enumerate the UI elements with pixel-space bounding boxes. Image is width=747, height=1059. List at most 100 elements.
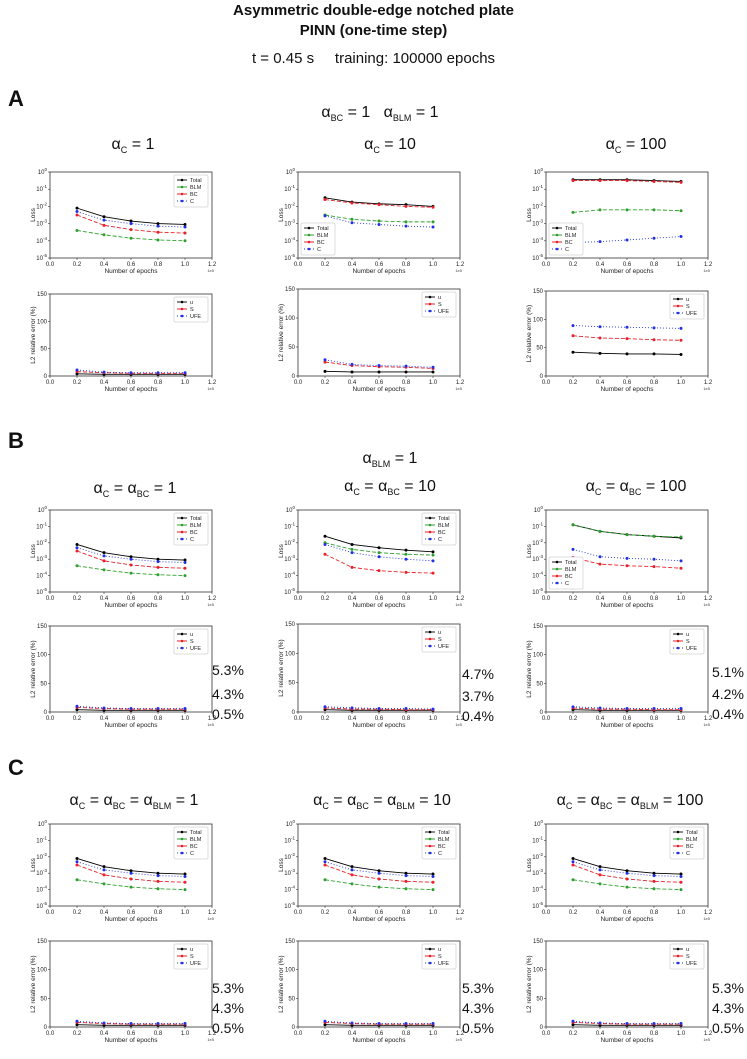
legend-box (300, 222, 336, 256)
legend-label: BC (438, 530, 446, 536)
x-tick-label: 0.4 (100, 380, 109, 386)
x-exponent: 1e5 (455, 916, 462, 921)
x-exponent: 1e5 (455, 386, 462, 391)
data-point-c (350, 868, 354, 872)
y-tick-label: 50 (536, 681, 543, 687)
y-tick-label: 10-3 (36, 219, 47, 228)
x-exponent: 1e5 (703, 602, 710, 607)
x-tick-label: 0.4 (596, 716, 605, 722)
legend-marker-blm (180, 185, 184, 189)
data-point-bc (156, 230, 160, 234)
x-tick-label: 0.2 (321, 716, 330, 722)
x-tick-label: 0.6 (375, 380, 384, 386)
data-point-bc (652, 879, 656, 883)
data-point-c (183, 560, 187, 564)
x-tick-label: 1.2 (208, 262, 217, 268)
x-tick-label: 1.2 (704, 262, 713, 268)
series-line-c (76, 547, 186, 563)
data-point-c (431, 225, 435, 229)
y-tick-label: 100 (286, 505, 296, 514)
y-tick-label: 10-1 (532, 521, 543, 530)
x-tick-label: 0.2 (73, 262, 82, 268)
section-label-c: C (8, 755, 24, 780)
data-point-blm (571, 523, 575, 527)
x-tick-label: 0.2 (569, 380, 578, 386)
x-exponent: 1e5 (207, 722, 214, 727)
data-point-blm (431, 888, 435, 892)
legend-label: C (190, 199, 194, 205)
data-point-c (102, 554, 106, 558)
y-tick-label: 100 (37, 319, 48, 325)
data-point-ufe (129, 1022, 133, 1026)
x-tick-label: 0.2 (569, 910, 578, 916)
x-tick-label: 0.2 (73, 1031, 82, 1037)
x-tick-label: 0.4 (596, 1031, 605, 1037)
x-tick-label: 0.0 (294, 1031, 303, 1037)
y-axis-label: L2 relative error (%) (526, 640, 533, 697)
data-point-bc (679, 880, 683, 884)
y-tick-label: 10-4 (532, 236, 543, 245)
b1-error-u: 5.3% (212, 662, 244, 678)
c1-error-ufe: 0.5% (212, 1020, 244, 1036)
data-point-c (571, 547, 575, 551)
legend-label: C (317, 247, 321, 253)
y-tick-label: 10-1 (284, 184, 295, 193)
legend-marker-s (676, 954, 680, 958)
legend-marker-c (676, 851, 680, 855)
data-point-ufe (625, 707, 629, 711)
legend-marker-u (180, 300, 184, 304)
data-point-ufe (156, 371, 160, 375)
x-tick-label: 0.0 (294, 262, 303, 268)
x-tick-label: 0.8 (650, 596, 659, 602)
x-axis-label: Number of epochs (352, 916, 406, 923)
y-tick-label: 100 (285, 316, 296, 322)
y-tick-label: 0 (540, 710, 544, 716)
data-point-blm (75, 228, 79, 232)
legend-label: u (190, 632, 193, 638)
x-tick-label: 1.2 (456, 716, 465, 722)
data-point-total (102, 865, 106, 869)
data-point-bc (598, 179, 602, 183)
x-tick-label: 1.2 (208, 596, 217, 602)
data-point-ufe (431, 707, 435, 711)
c2-error-s: 4.3% (462, 1000, 494, 1016)
data-point-ufe (323, 358, 327, 362)
legend-marker-c (428, 851, 432, 855)
legend-marker-bc (307, 240, 311, 244)
legend-label: BLM (190, 185, 202, 191)
data-point-u (571, 1023, 575, 1027)
data-point-total (679, 872, 683, 876)
data-point-bc (75, 213, 79, 217)
legend-label: S (190, 954, 194, 960)
y-tick-label: 0 (292, 710, 296, 716)
x-exponent: 1e5 (207, 1037, 214, 1042)
data-point-blm (377, 885, 381, 889)
x-tick-label: 0.0 (542, 262, 551, 268)
legend-marker-total (180, 516, 184, 520)
y-tick-label: 50 (288, 681, 295, 687)
legend-label: BLM (565, 233, 577, 239)
legend-label: C (686, 851, 690, 857)
data-point-ufe (625, 1022, 629, 1026)
x-tick-label: 0.4 (596, 380, 605, 386)
y-tick-label: 10-2 (36, 201, 47, 210)
x-tick-label: 1.0 (429, 1031, 438, 1037)
legend-box (669, 826, 705, 860)
data-point-bc (571, 179, 575, 183)
x-tick-label: 0.8 (154, 716, 163, 722)
data-point-ufe (156, 707, 160, 711)
data-point-c (75, 210, 79, 214)
x-tick-label: 0.0 (46, 910, 55, 916)
data-point-bc (183, 566, 187, 570)
c2-error-u: 5.3% (462, 980, 494, 996)
x-tick-label: 0.4 (348, 596, 357, 602)
x-axis-label: Number of epochs (104, 916, 158, 923)
legend-label: Total (190, 830, 202, 836)
data-point-c (323, 542, 327, 546)
y-tick-label: 0 (292, 374, 296, 380)
x-tick-label: 0.6 (623, 596, 632, 602)
